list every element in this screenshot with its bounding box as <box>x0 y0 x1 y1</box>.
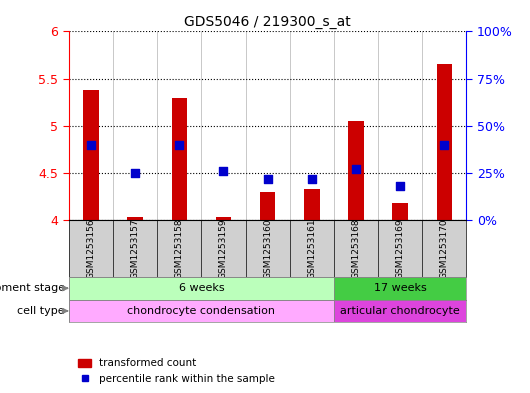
Bar <box>334 299 466 322</box>
Point <box>87 141 95 148</box>
Legend: transformed count, percentile rank within the sample: transformed count, percentile rank withi… <box>74 354 279 388</box>
Bar <box>69 299 334 322</box>
Point <box>440 141 448 148</box>
Text: GSM1253170: GSM1253170 <box>440 218 449 279</box>
Text: GSM1253169: GSM1253169 <box>396 218 404 279</box>
Bar <box>334 277 466 299</box>
Text: GSM1253156: GSM1253156 <box>86 218 95 279</box>
Point <box>263 176 272 182</box>
Bar <box>304 189 320 220</box>
Bar <box>260 192 276 220</box>
Text: cell type: cell type <box>17 306 65 316</box>
Point <box>219 168 228 174</box>
Point <box>352 166 360 173</box>
Bar <box>69 277 334 299</box>
Text: development stage: development stage <box>0 283 65 293</box>
Bar <box>127 217 143 220</box>
Point <box>131 170 139 176</box>
Text: articular chondrocyte: articular chondrocyte <box>340 306 460 316</box>
Text: chondrocyte condensation: chondrocyte condensation <box>127 306 276 316</box>
Text: 6 weeks: 6 weeks <box>179 283 224 293</box>
Title: GDS5046 / 219300_s_at: GDS5046 / 219300_s_at <box>184 15 351 29</box>
Bar <box>392 203 408 220</box>
Bar <box>216 217 231 220</box>
Point <box>396 183 404 189</box>
Point <box>175 141 183 148</box>
Text: GSM1253159: GSM1253159 <box>219 218 228 279</box>
Bar <box>437 64 452 220</box>
Text: GSM1253158: GSM1253158 <box>175 218 184 279</box>
Bar <box>172 97 187 220</box>
Text: GSM1253168: GSM1253168 <box>351 218 360 279</box>
Text: GSM1253157: GSM1253157 <box>131 218 139 279</box>
Text: 17 weeks: 17 weeks <box>374 283 427 293</box>
Bar <box>348 121 364 220</box>
Text: GSM1253161: GSM1253161 <box>307 218 316 279</box>
Text: GSM1253160: GSM1253160 <box>263 218 272 279</box>
Point <box>307 176 316 182</box>
Bar <box>83 90 99 220</box>
